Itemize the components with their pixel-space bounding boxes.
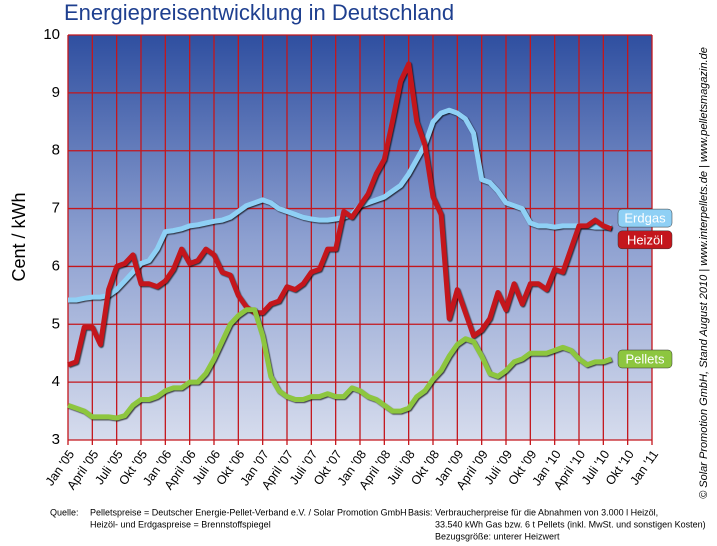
y-tick-label: 6 xyxy=(52,257,60,274)
legend-box xyxy=(617,349,673,369)
chart-title: Energiepreisentwicklung in Deutschland xyxy=(64,0,454,25)
series-line xyxy=(67,61,613,368)
y-tick-label: 8 xyxy=(52,142,60,159)
basis-line: 33.540 kWh Gas bzw. 6 t Pellets (inkl. M… xyxy=(435,519,706,529)
basis-label: Basis: xyxy=(408,507,433,517)
series-line xyxy=(67,307,613,421)
y-tick-label: 4 xyxy=(52,373,60,390)
series-line xyxy=(68,107,612,303)
y-tick-label: 5 xyxy=(52,315,60,332)
source-line: Pelletspreise = Deutscher Energie-Pellet… xyxy=(90,507,407,517)
legend-label: Heizöl xyxy=(627,232,663,247)
legend-box xyxy=(617,230,673,250)
legend-label: Pellets xyxy=(625,351,665,366)
basis-line: Verbraucherpreise für die Abnahmen von 3… xyxy=(435,507,658,517)
y-tick-label: 3 xyxy=(52,431,60,448)
basis-line: Bezugsgröße: unterer Heizwert xyxy=(435,531,560,541)
source-label: Quelle: xyxy=(50,507,79,517)
legend-box xyxy=(617,208,673,228)
source-line: Heizöl- und Erdgaspreise = Brennstoffspi… xyxy=(90,519,271,529)
y-tick-label: 10 xyxy=(43,26,60,43)
y-tick-label: 7 xyxy=(52,200,60,217)
legend-label: Erdgas xyxy=(624,211,666,226)
y-tick-label: 9 xyxy=(52,84,60,101)
side-note: © Solar Promotion GmbH, Stand August 201… xyxy=(698,47,710,499)
y-axis-label: Cent / kWh xyxy=(9,192,29,281)
